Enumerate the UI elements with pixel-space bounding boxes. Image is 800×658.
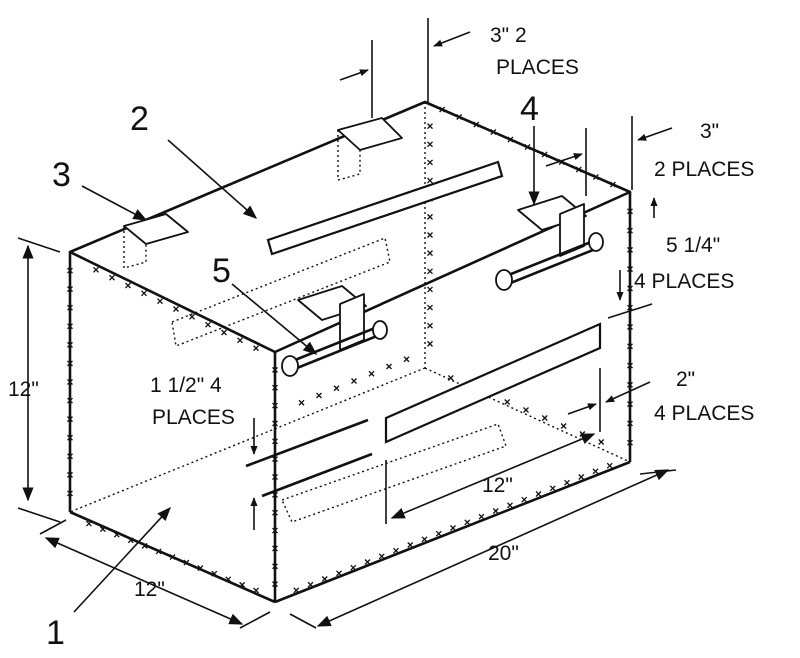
rivet-mark xyxy=(492,508,499,514)
rivet-mark xyxy=(447,375,454,381)
rivet-mark xyxy=(427,159,433,166)
rivet-mark xyxy=(298,399,305,406)
rivet-mark xyxy=(598,439,605,445)
dim-height: 12" xyxy=(8,378,39,401)
rivet-mark xyxy=(504,399,511,405)
rivet-mark xyxy=(427,286,433,293)
rivet-mark xyxy=(427,123,433,130)
dimension-lines xyxy=(17,18,677,629)
rivet-mark xyxy=(427,304,433,311)
rivet-mark xyxy=(109,274,115,281)
dim-bracket-spacing-line1: 5 1/4" xyxy=(666,234,720,257)
callout-leaders xyxy=(73,126,540,613)
rivet-mark xyxy=(157,298,163,305)
rivet-mark xyxy=(592,468,599,475)
dim-slot-offset-line1: 1 1/2" 4 xyxy=(150,374,222,397)
front-slot-lower-edge-bottom xyxy=(261,452,373,498)
rivet-mark xyxy=(189,313,195,320)
rivet-mark xyxy=(93,266,99,273)
dim-slot-length: 12" xyxy=(482,474,513,497)
callout-1: 1 xyxy=(46,614,65,652)
callout-4: 4 xyxy=(520,90,539,128)
tab-rear xyxy=(337,117,403,181)
dim-top-tab-line2: PLACES xyxy=(496,56,579,79)
rivet-mark xyxy=(478,513,485,520)
callout-2: 2 xyxy=(130,100,149,138)
dim-right-tab-line2: 2 PLACES xyxy=(654,158,754,181)
dim-length: 20" xyxy=(488,542,519,565)
rivet-mark xyxy=(427,141,433,148)
rivet-mark xyxy=(237,337,243,344)
rivet-mark xyxy=(535,491,542,497)
bracket-right xyxy=(495,195,604,291)
rivet-mark xyxy=(521,496,528,503)
rivet-mark xyxy=(541,415,548,421)
rivet-mark xyxy=(221,329,227,336)
rivet-mark xyxy=(368,370,375,377)
dim-bracket-spacing-line2: 4 PLACES xyxy=(634,270,734,293)
tab-left xyxy=(123,213,189,269)
top-slots xyxy=(171,160,504,347)
dim-depth: 12" xyxy=(134,578,165,601)
bracket-front xyxy=(281,285,388,377)
rivet-mark xyxy=(427,268,433,275)
dim-slot-width-line2: 4 PLACES xyxy=(654,402,754,425)
rivet-mark xyxy=(386,363,392,370)
rivet-mark xyxy=(316,392,322,399)
rivet-mark xyxy=(333,385,340,392)
callout-numbers: 2 3 4 5 1 xyxy=(46,90,539,652)
rivet-mark xyxy=(560,423,567,429)
rivet-mark xyxy=(427,322,433,329)
dimension-labels: 3" 2 PLACES 3" 2 PLACES 5 1/4" 4 PLACES … xyxy=(8,24,754,601)
rivet-mark xyxy=(579,431,586,437)
rivet-mark xyxy=(141,290,147,297)
dim-slot-offset-line2: PLACES xyxy=(152,406,235,429)
rivet-mark xyxy=(578,474,585,480)
dim-top-tab-line1: 3" 2 xyxy=(490,24,527,47)
rivet-mark xyxy=(523,407,529,413)
dim-right-tab-line1: 3" xyxy=(700,120,719,143)
top-slot-hidden-rear xyxy=(171,237,391,347)
rivet-mark xyxy=(205,321,211,328)
rivet-mark xyxy=(564,479,570,486)
rivet-mark xyxy=(606,462,613,469)
rivet-mark xyxy=(125,282,131,289)
callout-3: 3 xyxy=(52,156,71,194)
rivet-mark xyxy=(427,213,433,220)
rivet-mark xyxy=(464,519,471,526)
hidden-edges xyxy=(69,102,631,513)
dim-slot-width-line1: 2" xyxy=(676,368,695,391)
front-slot-upper xyxy=(384,322,602,444)
rivet-mark xyxy=(403,356,410,363)
rivet-mark xyxy=(351,378,357,384)
callout-5: 5 xyxy=(212,252,231,290)
rivet-mark xyxy=(173,306,179,312)
rivet-mark xyxy=(427,177,433,184)
rivet-mark xyxy=(507,502,513,509)
rivet-mark xyxy=(549,485,556,492)
rivet-mark xyxy=(427,250,433,257)
front-slot-lower-edge-top xyxy=(245,418,369,468)
rivet-mark xyxy=(253,345,259,352)
top-slot-front xyxy=(266,160,504,256)
rivet-mark xyxy=(427,232,433,238)
rivet-mark xyxy=(427,340,433,347)
